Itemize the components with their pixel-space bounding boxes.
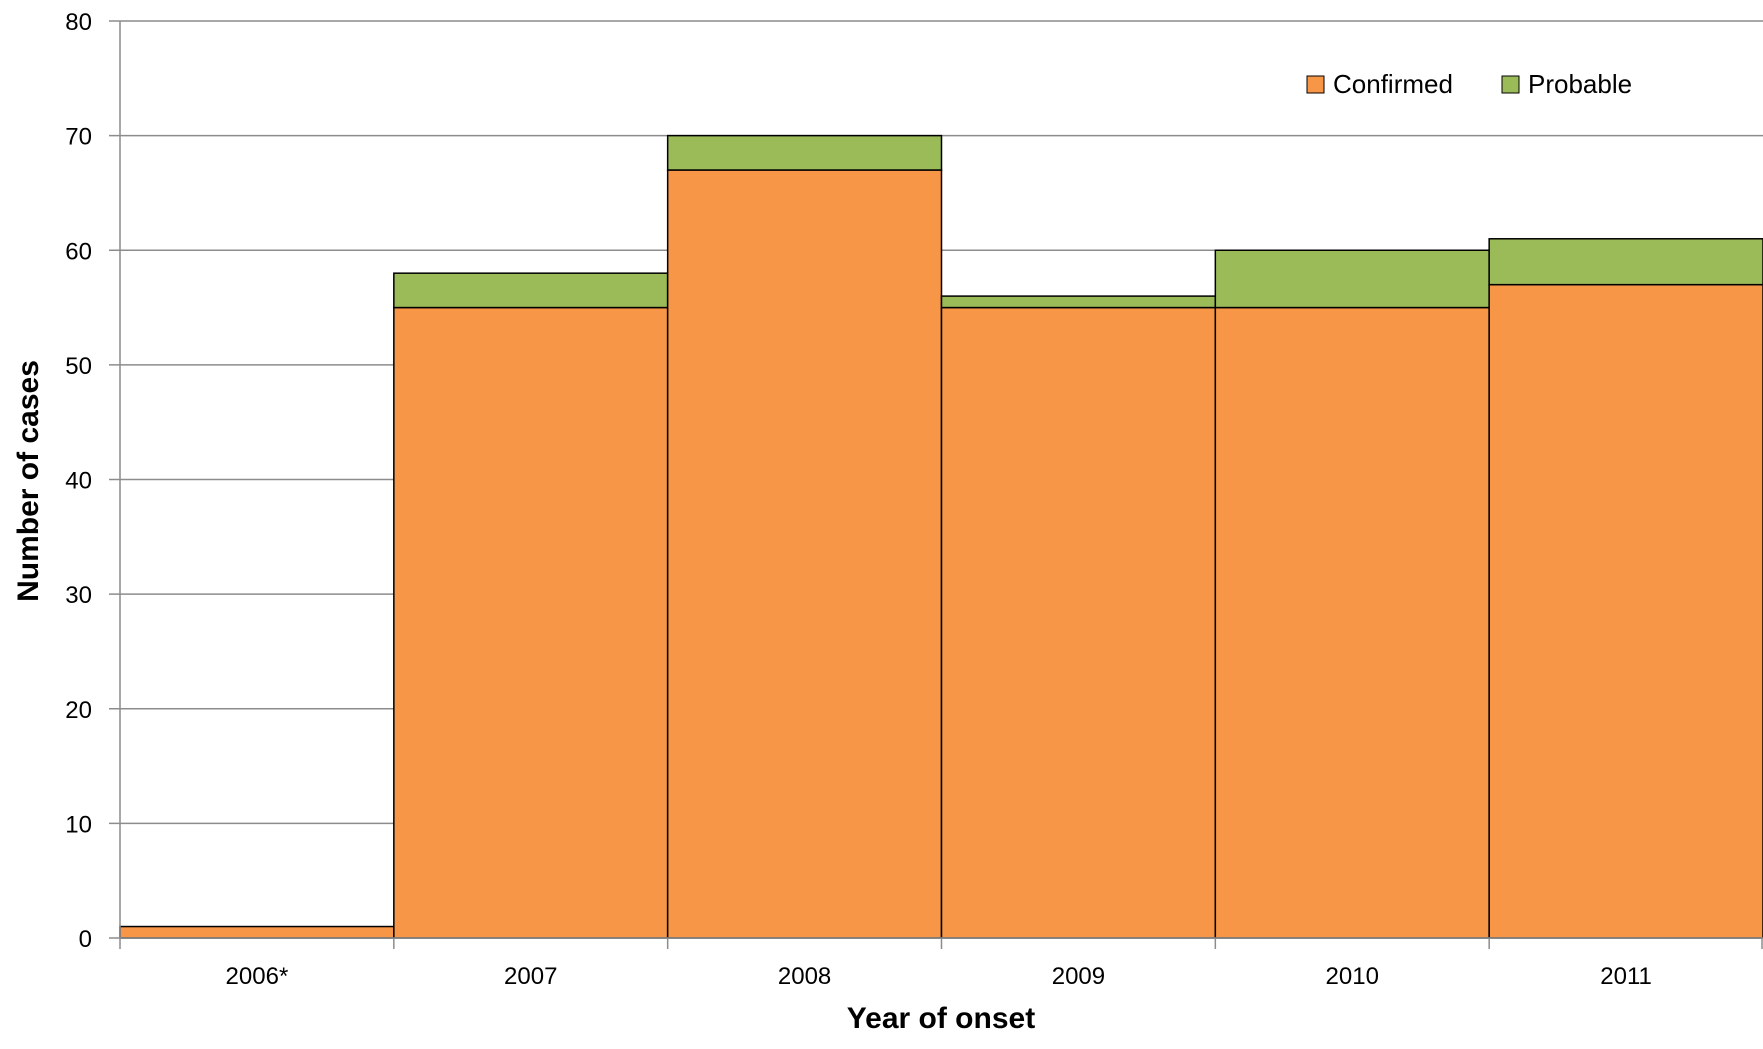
- bar-confirmed-2008: [666, 169, 943, 939]
- bar-probable-2007: [393, 272, 669, 309]
- legend-swatch-probable: [1501, 75, 1520, 94]
- x-axis-title: Year of onset: [847, 1002, 1035, 1035]
- bar-probable-2008: [666, 134, 943, 171]
- x-tick-label: 2011: [1600, 963, 1652, 990]
- legend-label-probable: Probable: [1528, 69, 1632, 99]
- y-tick-label: 0: [79, 926, 92, 953]
- y-tick-label: 60: [65, 238, 92, 265]
- x-tick-label: 2008: [778, 963, 831, 990]
- legend-label-confirmed: Confirmed: [1333, 69, 1453, 99]
- y-tick-label: 80: [65, 9, 92, 36]
- x-tick-labels: 2006* 2007 2008 2009 2010 2011: [226, 963, 1652, 990]
- legend: Confirmed Probable: [1306, 69, 1632, 99]
- bar-confirmed-2009: [940, 306, 1217, 939]
- bar-confirmed-2007: [393, 306, 669, 939]
- x-tick-label: 2006*: [226, 963, 289, 990]
- y-tick-label: 30: [65, 582, 92, 609]
- bar-confirmed-2011: [1488, 283, 1763, 939]
- bar-confirmed-2010: [1214, 306, 1490, 939]
- y-tick-label: 20: [65, 697, 92, 724]
- y-tick-labels: 0 10 20 30 40 50 60 70 80: [65, 9, 92, 953]
- x-tick-label: 2009: [1052, 963, 1105, 990]
- y-tick-label: 50: [65, 353, 92, 380]
- bar-probable-2011: [1488, 238, 1763, 286]
- bar-confirmed-2006: [119, 925, 395, 939]
- bars: [119, 134, 1763, 939]
- x-tick-label: 2007: [504, 963, 557, 990]
- y-tick-label: 70: [65, 124, 92, 151]
- x-tick-label: 2010: [1326, 963, 1379, 990]
- axes: [109, 20, 1763, 949]
- y-tick-label: 40: [65, 468, 92, 495]
- y-axis-title: Number of cases: [12, 360, 45, 602]
- y-tick-label: 10: [65, 811, 92, 838]
- bar-probable-2009: [940, 295, 1217, 309]
- bar-probable-2010: [1214, 249, 1490, 309]
- legend-swatch-confirmed: [1306, 75, 1325, 94]
